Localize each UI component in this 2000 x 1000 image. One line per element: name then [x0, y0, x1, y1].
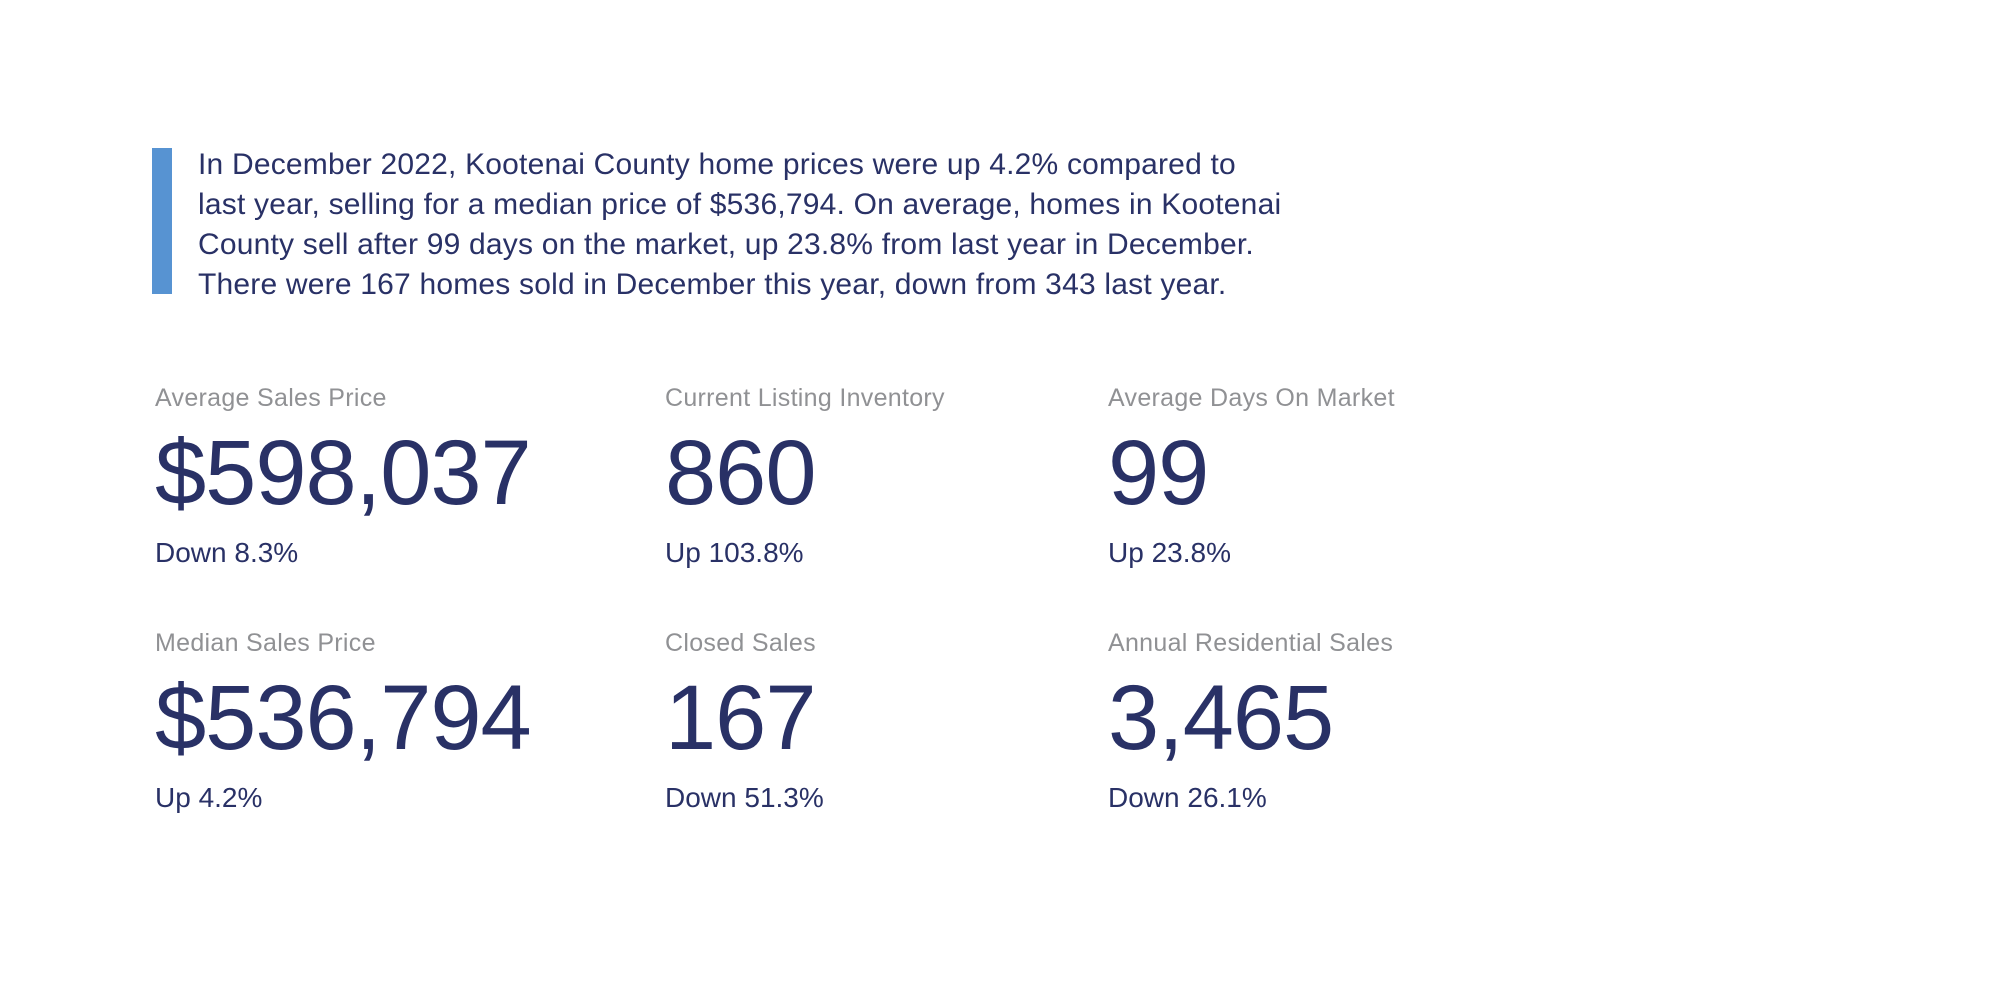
stat-value: 3,465	[1108, 667, 1334, 769]
stat-label: Median Sales Price	[155, 629, 376, 657]
stat-card-closed-sales: Closed Sales 167 Down 51.3%	[665, 628, 1108, 814]
stat-value: 167	[665, 667, 817, 769]
stat-card-current-listing-inventory: Current Listing Inventory 860 Up 103.8%	[665, 383, 1108, 569]
stat-label: Closed Sales	[665, 629, 816, 657]
stat-change: Down 26.1%	[1108, 782, 1267, 813]
stat-change: Down 8.3%	[155, 537, 299, 568]
stat-value: 99	[1108, 422, 1209, 524]
stat-change: Down 51.3%	[665, 782, 824, 813]
stats-grid: Average Sales Price $598,037 Down 8.3% C…	[155, 383, 1628, 814]
market-summary: In December 2022, Kootenai County home p…	[152, 145, 1281, 305]
stat-value: $598,037	[155, 422, 532, 524]
stat-card-average-days-on-market: Average Days On Market 99 Up 23.8%	[1108, 383, 1628, 569]
summary-line-1: In December 2022, Kootenai County home p…	[198, 148, 1236, 181]
stat-label: Average Days On Market	[1108, 384, 1395, 412]
stat-label: Annual Residential Sales	[1108, 629, 1394, 657]
stat-change: Up 103.8%	[665, 537, 804, 568]
stat-value: $536,794	[155, 667, 532, 769]
stat-card-annual-residential-sales: Annual Residential Sales 3,465 Down 26.1…	[1108, 628, 1628, 814]
summary-line-3: County sell after 99 days on the market,…	[198, 228, 1254, 261]
stat-value: 860	[665, 422, 817, 524]
stat-change: Up 23.8%	[1108, 537, 1231, 568]
summary-paragraph: In December 2022, Kootenai County home p…	[198, 145, 1281, 305]
stat-label: Average Sales Price	[155, 384, 387, 412]
stat-change: Up 4.2%	[155, 782, 263, 813]
stat-label: Current Listing Inventory	[665, 384, 945, 412]
stat-card-median-sales-price: Median Sales Price $536,794 Up 4.2%	[155, 628, 665, 814]
summary-line-2: last year, selling for a median price of…	[198, 188, 1282, 221]
summary-accent-bar	[152, 148, 172, 294]
stat-card-average-sales-price: Average Sales Price $598,037 Down 8.3%	[155, 383, 665, 569]
summary-line-4: There were 167 homes sold in December th…	[198, 268, 1227, 301]
